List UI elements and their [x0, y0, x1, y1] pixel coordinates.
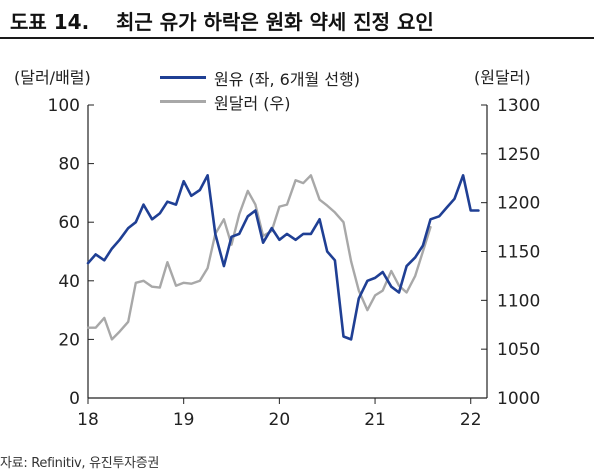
krw-usd-line	[86, 174, 432, 341]
x-tick-label: 18	[77, 410, 99, 430]
legend-swatch-fx	[160, 100, 206, 103]
x-tick-label: 20	[269, 410, 291, 430]
right-tick-label: 1200	[497, 194, 540, 214]
oil-price-line	[86, 174, 480, 341]
left-tick-label: 20	[58, 330, 80, 350]
left-tick-label: 40	[58, 272, 80, 292]
series-layer	[86, 174, 480, 341]
source-note: 자료: Refinitiv, 유진투자증권	[0, 456, 160, 471]
left-axis-unit: (달러/배럴)	[14, 68, 91, 87]
x-tick-label: 21	[364, 410, 386, 430]
axes: 0 20 40 60 80 100 1000 1050 1100 1150 1200 1250 1300…	[48, 96, 541, 430]
x-tick-label: 22	[460, 410, 482, 430]
left-tick-label: 60	[58, 213, 80, 233]
left-tick-label: 80	[58, 155, 80, 175]
right-tick-label: 1100	[497, 291, 540, 311]
right-tick-label: 1300	[497, 96, 540, 116]
left-tick-label: 0	[69, 389, 80, 409]
title-underline	[0, 37, 594, 39]
figure-header: 도표 14. 최근 유가 하락은 원화 약세 진정 요인	[0, 0, 594, 44]
right-tick-label: 1000	[497, 389, 540, 409]
figure-title: 최근 유가 하락은 원화 약세 진정 요인	[116, 10, 434, 34]
right-tick-label: 1050	[497, 340, 540, 360]
right-axis-unit: (원달러)	[474, 68, 531, 87]
legend-swatch-oil	[160, 76, 206, 79]
legend-label-oil: 원유 (좌, 6개월 선행)	[214, 70, 361, 89]
legend-label-fx: 원달러 (우)	[214, 94, 291, 113]
left-tick-label: 100	[48, 96, 80, 116]
x-tick-label: 19	[173, 410, 195, 430]
right-tick-label: 1250	[497, 145, 540, 165]
right-tick-label: 1150	[497, 243, 540, 263]
figure-label: 도표 14.	[10, 10, 90, 34]
